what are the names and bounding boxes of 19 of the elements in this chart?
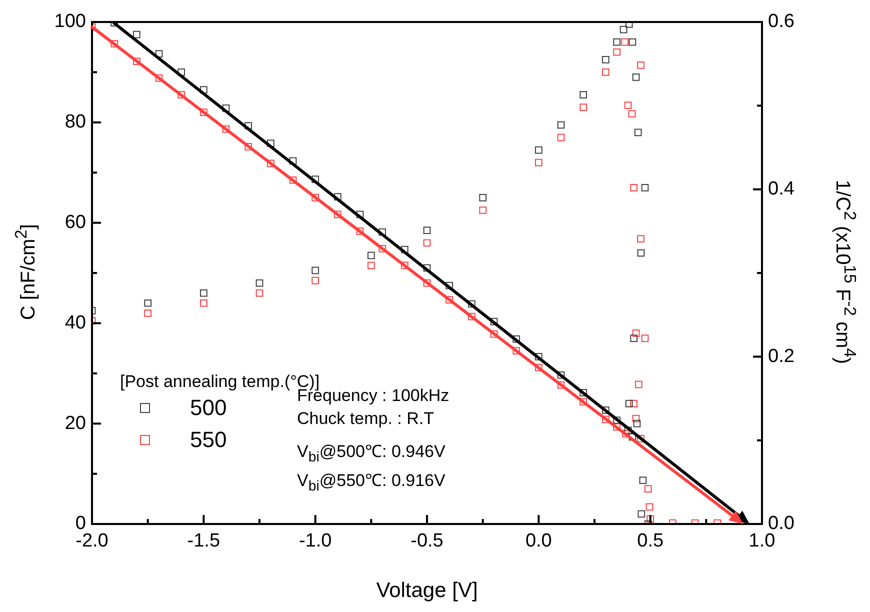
x-axis-title: Voltage [V] [376, 579, 478, 602]
annotation: V$_{bi}$@500℃: 0.946V [297, 441, 446, 468]
y2-tick-label: 0.2 [768, 346, 794, 367]
y-tick-label: 80 [64, 112, 86, 133]
legend-label: 500 [190, 395, 227, 421]
y2-tick-label: 0.4 [768, 178, 795, 200]
x-tick-label: 0.0 [525, 530, 552, 552]
y2-tick-label: 0.6 [768, 11, 794, 32]
x-tick-label: -1.0 [298, 530, 332, 552]
y-tick-label: 20 [64, 412, 86, 434]
x-tick-label: -0.5 [410, 530, 444, 552]
x-tick-label: 0.5 [637, 530, 664, 552]
legend-label: 550 [190, 427, 227, 453]
x-tick-label: -1.5 [187, 530, 220, 552]
y-tick-label: 60 [64, 212, 86, 234]
y-tick-label: 100 [54, 11, 86, 32]
y-tick-label: 40 [64, 312, 86, 334]
annotation: V$_{bi}$@550℃: 0.916V [297, 470, 446, 497]
annotation: Chuck temp. : R.T [297, 408, 435, 430]
